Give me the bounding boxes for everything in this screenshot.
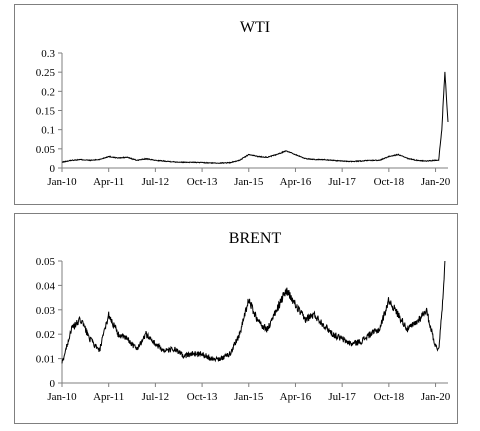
chart-1-x-tick-label: Jul-17 bbox=[328, 391, 356, 403]
chart-0-x-tick-label: Oct-18 bbox=[374, 176, 405, 188]
chart-0-x-tick-label: Jan-10 bbox=[47, 176, 77, 188]
chart-1-y-tick-label: 0.04 bbox=[36, 280, 56, 292]
chart-0-x-tick-label: Jan-15 bbox=[234, 176, 264, 188]
chart-0-y-tick-label: 0.25 bbox=[36, 67, 56, 79]
chart-1-title: BRENT bbox=[229, 230, 282, 247]
chart-1-y-tick-label: 0.05 bbox=[36, 256, 56, 268]
chart-0-y-tick-label: 0.1 bbox=[41, 125, 55, 137]
chart-1-x-tick-label: Jul-12 bbox=[142, 391, 170, 403]
chart-0-x-tick-label: Jan-20 bbox=[421, 176, 451, 188]
chart-0-y-tick-label: 0.05 bbox=[36, 144, 56, 156]
chart-1-y-tick-label: 0.02 bbox=[36, 329, 55, 341]
chart-1-y-tick-label: 0 bbox=[50, 378, 56, 390]
chart-1-x-tick-label: Oct-13 bbox=[187, 391, 218, 403]
chart-0-y-tick-label: 0.15 bbox=[36, 106, 56, 118]
chart-1-x-tick-label: Jan-20 bbox=[421, 391, 451, 403]
chart-1-x-tick-label: Apr-16 bbox=[280, 391, 312, 403]
chart-0-x-tick-label: Apr-11 bbox=[93, 176, 124, 188]
chart-0-y-tick-label: 0 bbox=[50, 163, 56, 175]
chart-0-y-tick-label: 0.2 bbox=[41, 86, 55, 98]
brent-chart-panel: BRENT 0 0.01 0.02 0.03 0.04 0.05 Jan-10 Apr-11 Ju… bbox=[14, 213, 458, 424]
wti-chart-panel: WTI 0 0.05 0.1 0.15 0.2 0.25 0.3 Jan-10 Apr-11 Jul… bbox=[14, 4, 458, 205]
chart-0-title: WTI bbox=[240, 19, 270, 36]
chart-1-x-tick-label: Jan-15 bbox=[234, 391, 264, 403]
chart-0-series-line bbox=[61, 71, 449, 165]
chart-0-x-tick-label: Jul-17 bbox=[328, 176, 356, 188]
wti-chart: WTI 0 0.05 0.1 0.15 0.2 0.25 0.3 Jan-10 Apr-11 Jul… bbox=[36, 19, 451, 188]
chart-0-x-tick-label: Jul-12 bbox=[142, 176, 170, 188]
chart-0-y-tick-label: 0.3 bbox=[41, 48, 55, 60]
chart-1-x-tick-label: Apr-11 bbox=[93, 391, 124, 403]
chart-1-x-tick-label: Oct-18 bbox=[374, 391, 405, 403]
brent-chart: BRENT 0 0.01 0.02 0.03 0.04 0.05 Jan-10 Apr-11 Ju… bbox=[36, 230, 451, 403]
chart-1-series-line bbox=[61, 260, 446, 364]
chart-1-x-tick-label: Jan-10 bbox=[47, 391, 77, 403]
chart-1-y-tick-label: 0.03 bbox=[36, 305, 56, 317]
chart-0-x-tick-label: Oct-13 bbox=[187, 176, 218, 188]
chart-1-y-tick-label: 0.01 bbox=[36, 354, 55, 366]
chart-0-x-tick-label: Apr-16 bbox=[280, 176, 312, 188]
